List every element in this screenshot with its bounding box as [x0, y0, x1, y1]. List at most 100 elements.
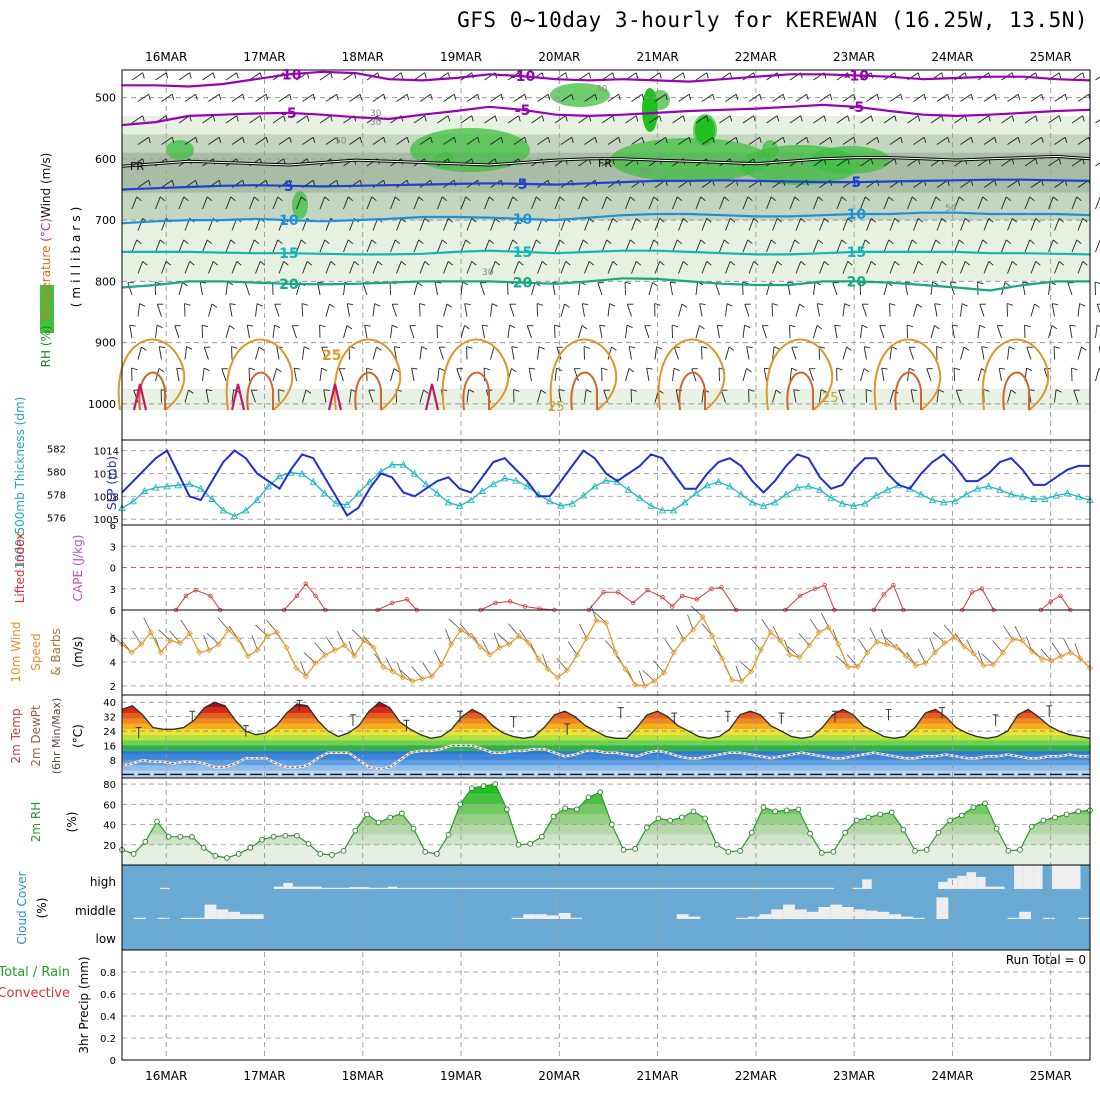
wind-barb-flag	[406, 94, 410, 101]
wind-barb-flag	[847, 218, 853, 223]
rh-point	[165, 833, 172, 840]
wind-barb	[672, 239, 678, 253]
wind-speed-point	[544, 666, 551, 673]
wind-barb-flag	[394, 346, 401, 349]
wind-barb	[437, 239, 443, 253]
wind-barb	[789, 239, 796, 253]
wind-barb	[860, 368, 865, 382]
rh-point	[923, 846, 930, 853]
cloud-bar-middle	[865, 910, 878, 919]
surface-wind-barb	[158, 629, 171, 641]
wind-barb-flag	[612, 218, 618, 223]
wind-barb-flag	[139, 303, 146, 307]
thickness-point	[602, 476, 610, 484]
wind-barb-flag	[303, 346, 310, 350]
wind-barb-flag	[571, 94, 574, 101]
wind-barb	[1073, 390, 1079, 403]
wind-barb-flag	[393, 368, 400, 373]
wind-barb	[272, 239, 279, 253]
wind-barb-flag	[183, 196, 189, 202]
wind-barb	[255, 346, 260, 360]
wind-barb	[863, 346, 867, 360]
thickness-point	[861, 499, 869, 507]
wind-barb	[607, 346, 612, 360]
wind-barb	[231, 93, 243, 102]
slp-line	[121, 449, 1090, 517]
rh-point	[177, 833, 184, 840]
thickness-point	[782, 490, 790, 498]
wind-barb	[766, 239, 772, 253]
wind-barb-flag	[1052, 239, 1059, 245]
cloud-bar-high	[283, 883, 293, 889]
wind-barb-flag	[230, 239, 236, 245]
wind-barb	[390, 325, 393, 339]
cloud-bar-high	[862, 879, 872, 889]
wind-barb	[203, 347, 209, 360]
wind-barb	[490, 218, 496, 231]
wind-barb	[302, 136, 314, 145]
temp-color-band	[122, 745, 1090, 751]
grid-lines	[122, 70, 1090, 1061]
wind-barb	[1067, 282, 1073, 296]
wind-barb-flag	[394, 196, 401, 202]
wind-barb-flag	[321, 367, 328, 372]
wind-speed-point	[844, 663, 852, 670]
wind-barb	[1095, 196, 1100, 210]
wind-barb	[249, 115, 261, 124]
cloud-bar-high	[397, 887, 407, 889]
rh-point	[1017, 846, 1023, 853]
rh-moist-patch	[762, 140, 778, 160]
rh-point	[830, 848, 837, 855]
wind-barb-flag	[806, 94, 809, 101]
wind-barb	[842, 218, 849, 231]
wind-barb	[155, 196, 161, 210]
wind-barb-flag	[800, 218, 806, 223]
wind-barb-flag	[794, 239, 800, 245]
wind-barb-flag	[876, 94, 880, 101]
wind-barb	[176, 368, 180, 382]
wind-barb-flag	[1017, 94, 1021, 101]
wind-barb	[601, 239, 608, 253]
thickness-point	[917, 490, 925, 498]
wind-barb	[302, 346, 305, 360]
wind-barb	[202, 72, 214, 81]
wind-barb-flag	[1058, 72, 1062, 79]
surface-wind-barb	[143, 617, 152, 633]
surface-wind-barb	[943, 624, 955, 638]
wind-barb-flag	[847, 261, 853, 266]
lifted-index-point	[601, 590, 606, 595]
wind-speed-point	[1057, 653, 1065, 660]
wind-barb-flag	[823, 218, 830, 223]
wind-barb	[795, 261, 802, 274]
wind-barb-flag	[800, 115, 803, 122]
wind-barb	[511, 346, 515, 360]
isotherm-30-contour	[138, 371, 166, 411]
cloud-bar-middle	[842, 907, 854, 919]
slp-tick-label: 1011	[94, 469, 119, 480]
wind-speed-point	[1009, 636, 1016, 643]
wind-barb	[955, 390, 961, 403]
wind-barb-flag	[323, 389, 330, 392]
wind-barb-flag	[377, 261, 383, 266]
wind-barb-flag	[148, 180, 151, 187]
lifted-index-line	[377, 598, 418, 611]
thickness-point	[208, 495, 216, 502]
isotherm-label: 20	[279, 277, 299, 293]
lifted-index-point	[719, 585, 724, 590]
wind-barb-flag	[654, 303, 661, 306]
rh-axis-label: (%)	[65, 812, 79, 833]
wind-speed-point	[970, 650, 977, 657]
thickness-point	[883, 485, 892, 493]
wind-barb	[930, 325, 935, 339]
slp-axis-label: SLP (mb)	[105, 456, 119, 510]
wind-barb	[1048, 282, 1051, 296]
thickness-point	[590, 482, 599, 490]
wind-barb	[879, 325, 885, 339]
cloud-bar-high	[767, 887, 777, 889]
rh-point	[1028, 823, 1035, 830]
wind-barb	[678, 303, 683, 317]
temp-color-band	[122, 707, 1090, 714]
wind-barb	[343, 325, 348, 339]
wind-barb	[1030, 136, 1042, 145]
rh-point	[130, 851, 137, 857]
